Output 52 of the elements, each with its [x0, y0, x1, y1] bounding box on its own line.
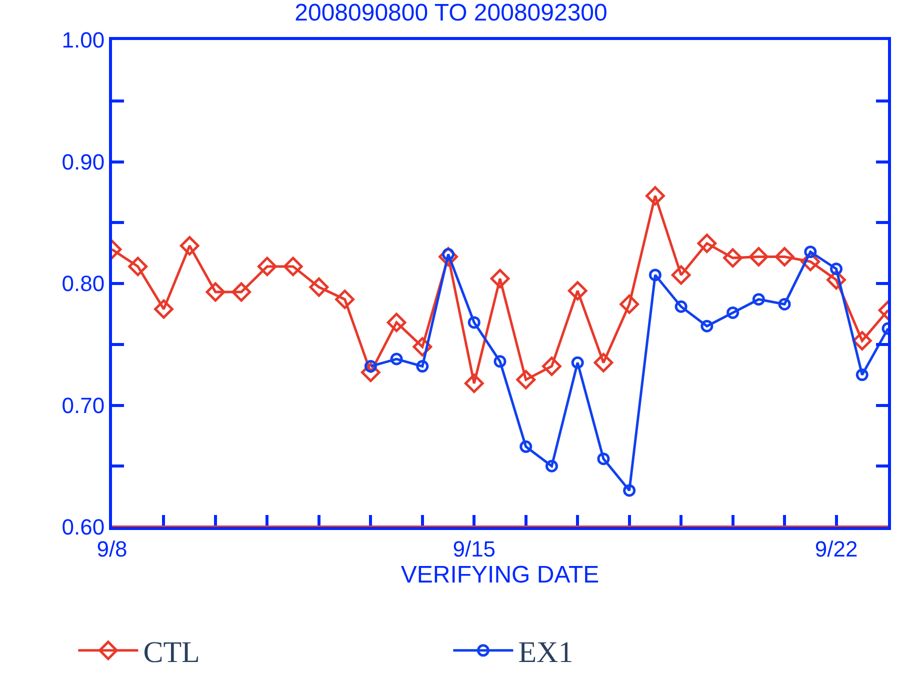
point [726, 306, 740, 319]
point [464, 374, 484, 394]
point [520, 440, 532, 453]
point [180, 236, 200, 256]
point [804, 246, 817, 258]
point [830, 262, 843, 276]
point [494, 355, 506, 368]
point [386, 312, 406, 332]
point [752, 293, 765, 306]
point [490, 268, 510, 288]
point [128, 256, 148, 276]
point [774, 247, 794, 266]
point [856, 368, 868, 382]
point [232, 282, 252, 302]
point [671, 265, 691, 285]
point [700, 320, 714, 332]
x-tick-label: 9/15 [452, 536, 496, 562]
point [258, 256, 277, 276]
point [697, 234, 717, 254]
x-tick-label: 9/22 [814, 536, 858, 562]
x-axis-title: VERIFYING DATE [400, 562, 600, 589]
point [283, 256, 303, 276]
y-tick-label: 0.90 [62, 149, 105, 174]
point [206, 282, 226, 302]
point [748, 247, 768, 266]
point [778, 298, 791, 310]
point [648, 268, 662, 282]
point [390, 352, 403, 366]
point [646, 186, 665, 206]
point [416, 360, 429, 373]
legend-label: CTL [143, 636, 200, 670]
point [154, 299, 174, 319]
point [335, 290, 354, 310]
point [545, 460, 558, 472]
point [620, 294, 640, 314]
y-tick-label: 1.00 [62, 28, 105, 53]
chart-title: 2008090800 TO 2008092300 [294, 0, 608, 26]
y-tick-label: 0.80 [62, 271, 105, 296]
point [594, 352, 614, 372]
point [623, 484, 636, 497]
legend-label: EX1 [518, 636, 574, 670]
point [542, 356, 562, 376]
point [723, 248, 742, 268]
point [852, 331, 872, 350]
point [571, 356, 584, 369]
point [309, 277, 329, 297]
point [568, 281, 588, 300]
y-tick-label: 0.70 [62, 392, 105, 418]
point [597, 452, 610, 466]
point [468, 316, 480, 329]
point [674, 300, 688, 313]
point [516, 370, 536, 390]
